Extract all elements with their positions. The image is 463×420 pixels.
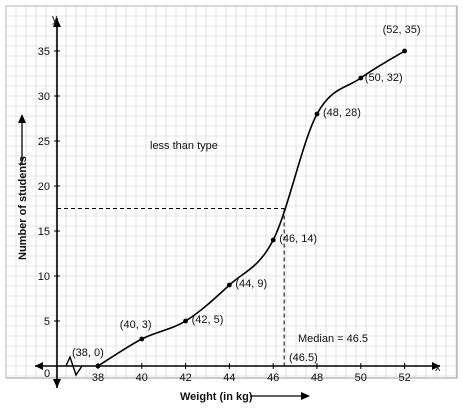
y-tick-label: 5 [44,316,50,328]
data-point [358,75,364,81]
data-point-label: (46, 14) [279,233,317,245]
y-axis-title: Number of students [17,156,29,260]
x-tick-label: 38 [92,372,104,384]
x-title-arrow-icon [301,392,310,400]
x-axis-arrow-left [35,362,43,370]
x-tick-label: 42 [179,372,191,384]
axis-break-zigzag [65,355,83,377]
data-points: (38, 0) (40, 3) (42, 5) (44, 9) (46, 14) (48,… [72,24,421,369]
median-guides [57,208,285,366]
data-point [402,48,407,54]
x-tick-label: 40 [136,372,148,384]
y-axis-arrow-up [53,18,61,27]
y-tick-label: 20 [38,181,50,193]
y-axis-arrow-down [53,379,61,388]
data-point [227,282,232,288]
data-point [139,336,145,342]
x-axis-letter: x [435,362,441,374]
data-point-label: (40, 3) [120,319,152,331]
y-tick-label: 35 [38,46,50,58]
y-tick-label: 30 [38,91,50,103]
y-axis-letter: y [52,13,58,25]
curve-type-label: less than type [150,140,218,152]
median-tick-label: (46.5) [289,352,318,364]
data-point-label: (48, 28) [323,107,361,119]
data-point [270,237,276,243]
data-point [314,111,320,117]
data-point [183,318,189,324]
data-point-label: (44, 9) [235,278,267,290]
origin-label: 0 [44,368,50,380]
tick-labels: 38 40 42 44 46 48 50 52 5 10 15 20 25 30 35 [38,46,411,384]
x-axis-arrow-right [432,362,440,370]
y-tick-label: 25 [38,136,50,148]
x-tick-label: 44 [223,372,235,384]
x-tick-label: 48 [311,372,323,384]
y-tick-label: 15 [38,226,50,238]
grid-lines [5,5,458,379]
y-tick-label: 10 [38,271,50,283]
median-annotation: Median = 46.5 [298,333,368,345]
y-title-arrow-icon [18,114,26,123]
x-axis-title: Weight (in kg) [180,391,253,403]
data-point-label: (42, 5) [192,314,224,326]
x-tick-label: 52 [398,372,410,384]
x-tick-label: 50 [355,372,367,384]
x-tick-label: 46 [267,372,279,384]
plot-border [5,5,458,379]
ogive-curve [97,50,406,367]
data-point-label: (50, 32) [365,72,403,84]
ogive-curve-group [97,50,406,367]
data-point [95,363,101,369]
data-point-label: (52, 35) [383,24,421,36]
axes [18,18,440,400]
data-point-label: (38, 0) [72,347,104,359]
